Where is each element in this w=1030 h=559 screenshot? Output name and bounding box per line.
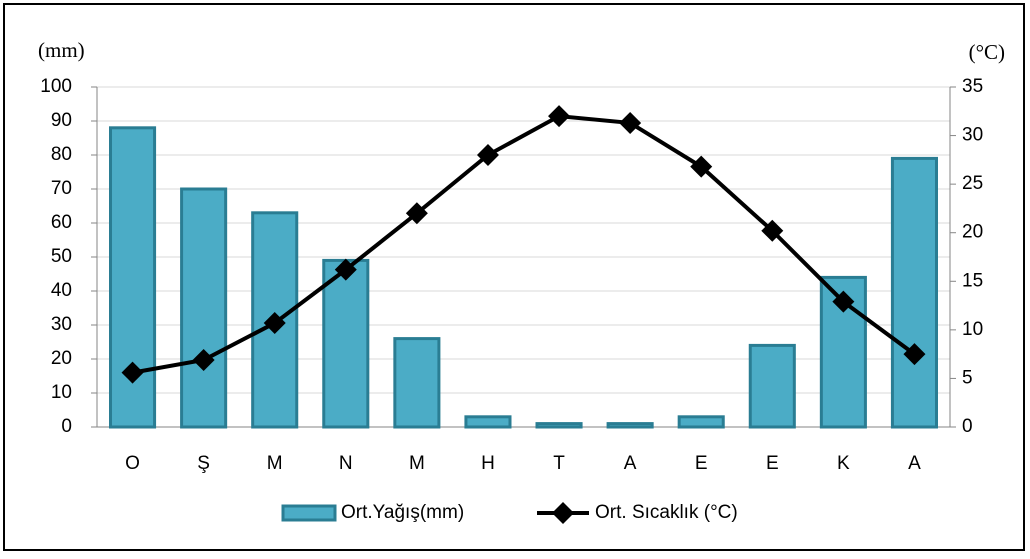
bar xyxy=(677,415,725,429)
marker xyxy=(476,144,499,166)
marker xyxy=(761,219,784,242)
bar xyxy=(535,422,583,429)
chart-frame xyxy=(3,3,1025,551)
y-tick-label: 100 xyxy=(40,76,72,97)
x-tick-label: A xyxy=(908,453,921,474)
y-axis-label: (mm) xyxy=(38,38,85,62)
y-tick-label: 20 xyxy=(51,348,72,369)
x-tick-label: K xyxy=(837,453,850,474)
marker xyxy=(334,258,357,281)
bar xyxy=(180,187,228,429)
legend-swatch xyxy=(281,504,337,522)
legend-label: Ort. Sıcaklık (°C) xyxy=(595,502,738,523)
legend-marker xyxy=(552,502,574,524)
y2-tick-label: 25 xyxy=(962,173,983,194)
marker xyxy=(192,348,215,371)
y-tick-label: 30 xyxy=(51,314,72,335)
y2-tick-label: 35 xyxy=(962,76,983,97)
x-tick-label: E xyxy=(766,453,779,474)
x-tick-label: O xyxy=(125,453,140,474)
y-tick-label: 50 xyxy=(51,246,72,267)
marker xyxy=(832,290,855,313)
y-tick-label: 0 xyxy=(61,416,72,437)
marker xyxy=(405,202,428,225)
marker xyxy=(121,361,144,384)
marker xyxy=(263,312,286,335)
y-tick-label: 60 xyxy=(51,212,72,233)
y-tick-label: 40 xyxy=(51,280,72,301)
x-tick-label: M xyxy=(409,453,425,474)
y2-tick-label: 5 xyxy=(962,367,973,388)
y2-tick-label: 20 xyxy=(962,222,983,243)
y2-axis-label: (°C) xyxy=(969,40,1005,64)
marker xyxy=(690,155,713,178)
x-tick-label: M xyxy=(267,453,283,474)
x-tick-label: H xyxy=(481,453,495,474)
marker xyxy=(619,111,642,134)
marker xyxy=(903,343,926,366)
bar xyxy=(464,415,512,429)
x-tick-label: N xyxy=(339,453,353,474)
x-tick-label: T xyxy=(553,453,565,474)
bar xyxy=(748,343,796,429)
y-tick-label: 80 xyxy=(51,144,72,165)
x-tick-label: E xyxy=(695,453,708,474)
bar xyxy=(322,258,370,429)
bar xyxy=(606,422,654,429)
y2-tick-label: 0 xyxy=(962,416,973,437)
y2-tick-label: 10 xyxy=(962,319,983,340)
y2-tick-label: 30 xyxy=(962,125,983,146)
bar xyxy=(393,337,441,429)
y2-tick-label: 15 xyxy=(962,270,983,291)
x-tick-label: Ş xyxy=(197,453,210,474)
y-tick-label: 10 xyxy=(51,382,72,403)
y-tick-label: 70 xyxy=(51,178,72,199)
marker xyxy=(548,105,571,128)
line xyxy=(132,114,916,375)
legend-label: Ort.Yağış(mm) xyxy=(341,502,464,523)
bar xyxy=(890,156,938,429)
y-tick-label: 90 xyxy=(51,110,72,131)
x-tick-label: A xyxy=(624,453,637,474)
